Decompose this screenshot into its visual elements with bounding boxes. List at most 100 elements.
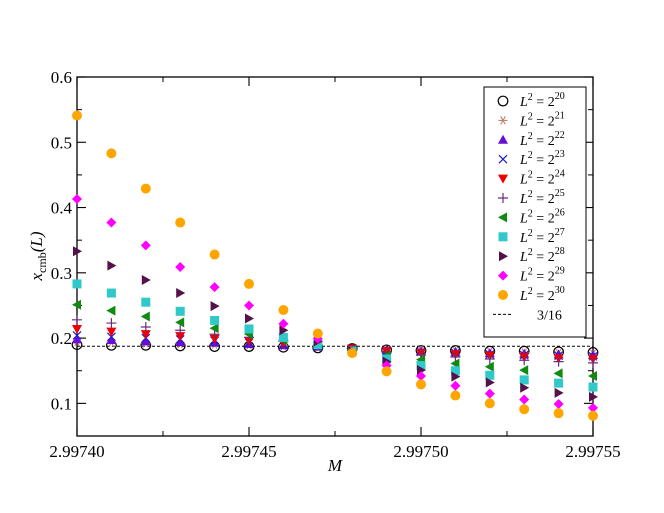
legend-label: L2 = 225: [519, 188, 565, 207]
data-point: [72, 314, 82, 325]
data-point: [278, 305, 289, 316]
data-point: [279, 325, 289, 336]
legend-entry: L2 = 222: [498, 130, 565, 149]
data-point: [72, 334, 82, 344]
data-point: [485, 370, 495, 380]
data-point: [485, 377, 495, 388]
data-point: [312, 328, 323, 339]
data-point: [381, 366, 392, 377]
data-point: [484, 398, 495, 409]
data-point: [140, 321, 151, 332]
data-point: [588, 357, 598, 368]
data-point: [589, 391, 598, 402]
data-point: [484, 353, 495, 364]
data-point: [140, 330, 151, 340]
data-point: [106, 217, 117, 228]
data-point: [140, 336, 151, 346]
legend-marker: [498, 134, 508, 144]
legend-marker: [498, 174, 508, 184]
data-point: [106, 318, 117, 329]
legend-entry: L2 = 226: [498, 207, 565, 226]
data-point: [450, 358, 460, 369]
x-axis-title: M: [327, 456, 343, 475]
data-point: [347, 348, 358, 359]
legend-marker: [497, 95, 509, 107]
data-point: [519, 404, 530, 415]
legend-label: L2 = 223: [519, 149, 565, 168]
legend-marker: [498, 154, 508, 164]
data-point: [140, 183, 151, 194]
data-point: [416, 370, 426, 381]
data-point: [553, 368, 563, 379]
series-30: [72, 110, 598, 421]
data-point: [519, 365, 529, 376]
y-axis-title: xcmb(L): [27, 231, 49, 281]
data-point: [484, 361, 494, 372]
data-point: [553, 356, 564, 367]
data-point: [72, 279, 82, 289]
legend-entry: L2 = 229: [498, 266, 565, 285]
legend-entry: L2 = 224: [498, 169, 565, 188]
data-point: [209, 323, 219, 334]
legend-marker: [498, 212, 507, 223]
y-axis-title-suffix: (L): [27, 231, 46, 252]
y-tick-label: 0.2: [51, 329, 72, 348]
legend-label: L2 = 220: [519, 91, 565, 110]
legend-label: L2 = 229: [519, 266, 565, 285]
y-axis-title-main: x: [27, 273, 46, 282]
legend-label: L2 = 226: [519, 207, 565, 226]
data-point: [209, 249, 220, 260]
y-tick-label: 0.4: [51, 199, 73, 218]
data-point: [175, 306, 185, 316]
data-point: [140, 240, 151, 251]
legend-entry: L2 = 228: [499, 246, 565, 265]
data-point: [175, 261, 186, 272]
data-point: [210, 315, 220, 325]
data-point: [451, 371, 461, 382]
legend-label: L2 = 228: [519, 246, 565, 265]
y-tick-label: 0.3: [51, 264, 72, 283]
y-tick-label: 0.6: [51, 68, 72, 87]
data-point: [520, 382, 530, 393]
legend-entry-reference: 3/16: [493, 308, 562, 323]
legend-label: L2 = 230: [519, 285, 565, 304]
data-point: [313, 340, 323, 350]
x-tick-label: 2.99750: [393, 442, 448, 461]
series-21: [72, 337, 598, 359]
y-axis-title-sub: cmb: [35, 252, 49, 273]
legend-marker: [499, 251, 508, 262]
data-point: [106, 148, 117, 159]
data-point: [588, 382, 598, 392]
legend-entry: L2 = 225: [498, 188, 565, 207]
legend-label: L2 = 224: [519, 169, 565, 188]
legend-label: L2 = 221: [519, 110, 565, 129]
data-point: [106, 305, 116, 316]
data-point: [417, 365, 426, 376]
legend-marker: [498, 116, 508, 125]
data-point: [588, 402, 598, 413]
y-tick-label: 0.1: [51, 394, 72, 413]
data-point: [244, 300, 254, 311]
data-point: [106, 332, 116, 342]
legend-entry: L2 = 223: [498, 149, 565, 168]
data-point: [416, 379, 426, 390]
data-point: [416, 361, 426, 371]
data-point: [553, 399, 564, 410]
data-point: [278, 318, 289, 329]
legend-entry: L2 = 221: [498, 110, 565, 129]
series-20: [71, 339, 599, 358]
data-point: [519, 355, 530, 366]
x-tick-label: 2.99740: [49, 442, 104, 461]
legend-label: L2 = 227: [519, 227, 565, 246]
data-point: [450, 366, 460, 376]
legend-marker: [498, 232, 508, 242]
axis-ticks: 2.99740 2.99745 2.99750 2.99755 0.1 0.2 0.3 0.4…: [49, 68, 620, 461]
legend-marker: [498, 193, 508, 203]
data-point: [72, 324, 82, 334]
data-point: [553, 408, 564, 419]
data-point: [72, 194, 82, 205]
legend-entry: L2 = 230: [498, 285, 565, 304]
data-point: [519, 375, 529, 385]
